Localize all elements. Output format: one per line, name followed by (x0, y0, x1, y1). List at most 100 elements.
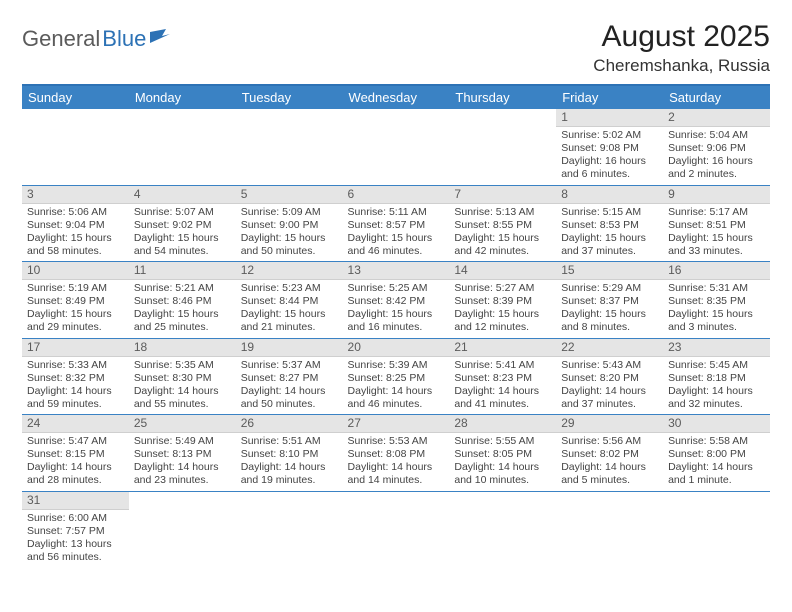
calendar-day: 12Sunrise: 5:23 AMSunset: 8:44 PMDayligh… (236, 262, 343, 339)
day-number: 26 (236, 415, 343, 433)
sunset-line: Sunset: 8:42 PM (348, 295, 445, 308)
calendar-day: 11Sunrise: 5:21 AMSunset: 8:46 PMDayligh… (129, 262, 236, 339)
daylight-line: Daylight: 14 hours and 23 minutes. (134, 461, 231, 487)
calendar-empty (663, 491, 770, 567)
sunset-line: Sunset: 9:04 PM (27, 219, 124, 232)
sunrise-line: Sunrise: 5:55 AM (454, 435, 551, 448)
day-number: 14 (449, 262, 556, 280)
day-details: Sunrise: 5:41 AMSunset: 8:23 PMDaylight:… (449, 357, 556, 415)
calendar-day: 15Sunrise: 5:29 AMSunset: 8:37 PMDayligh… (556, 262, 663, 339)
calendar-day: 21Sunrise: 5:41 AMSunset: 8:23 PMDayligh… (449, 338, 556, 415)
daylight-line: Daylight: 14 hours and 59 minutes. (27, 385, 124, 411)
daylight-line: Daylight: 13 hours and 56 minutes. (27, 538, 124, 564)
calendar-day: 1Sunrise: 5:02 AMSunset: 9:08 PMDaylight… (556, 109, 663, 185)
day-details: Sunrise: 5:17 AMSunset: 8:51 PMDaylight:… (663, 204, 770, 262)
sunset-line: Sunset: 8:44 PM (241, 295, 338, 308)
daylight-line: Daylight: 14 hours and 46 minutes. (348, 385, 445, 411)
day-header: Friday (556, 85, 663, 109)
calendar-day: 27Sunrise: 5:53 AMSunset: 8:08 PMDayligh… (343, 415, 450, 492)
sunrise-line: Sunrise: 5:43 AM (561, 359, 658, 372)
sunrise-line: Sunrise: 6:00 AM (27, 512, 124, 525)
sunrise-line: Sunrise: 5:02 AM (561, 129, 658, 142)
daylight-line: Daylight: 14 hours and 37 minutes. (561, 385, 658, 411)
day-details: Sunrise: 5:31 AMSunset: 8:35 PMDaylight:… (663, 280, 770, 338)
sunset-line: Sunset: 8:20 PM (561, 372, 658, 385)
day-details: Sunrise: 5:49 AMSunset: 8:13 PMDaylight:… (129, 433, 236, 491)
sunset-line: Sunset: 8:53 PM (561, 219, 658, 232)
day-number: 28 (449, 415, 556, 433)
sunset-line: Sunset: 8:18 PM (668, 372, 765, 385)
day-details: Sunrise: 5:53 AMSunset: 8:08 PMDaylight:… (343, 433, 450, 491)
sunrise-line: Sunrise: 5:35 AM (134, 359, 231, 372)
day-number: 6 (343, 186, 450, 204)
calendar-empty (22, 109, 129, 185)
sunrise-line: Sunrise: 5:06 AM (27, 206, 124, 219)
sunset-line: Sunset: 8:27 PM (241, 372, 338, 385)
sunrise-line: Sunrise: 5:53 AM (348, 435, 445, 448)
calendar-week: 1Sunrise: 5:02 AMSunset: 9:08 PMDaylight… (22, 109, 770, 185)
calendar-empty (449, 109, 556, 185)
day-number: 27 (343, 415, 450, 433)
day-details: Sunrise: 5:07 AMSunset: 9:02 PMDaylight:… (129, 204, 236, 262)
day-number: 30 (663, 415, 770, 433)
day-details: Sunrise: 5:56 AMSunset: 8:02 PMDaylight:… (556, 433, 663, 491)
calendar-week: 31Sunrise: 6:00 AMSunset: 7:57 PMDayligh… (22, 491, 770, 567)
calendar-empty (129, 491, 236, 567)
sunset-line: Sunset: 9:08 PM (561, 142, 658, 155)
daylight-line: Daylight: 15 hours and 37 minutes. (561, 232, 658, 258)
day-number: 4 (129, 186, 236, 204)
daylight-line: Daylight: 15 hours and 42 minutes. (454, 232, 551, 258)
calendar-day: 25Sunrise: 5:49 AMSunset: 8:13 PMDayligh… (129, 415, 236, 492)
sunset-line: Sunset: 8:30 PM (134, 372, 231, 385)
day-number: 17 (22, 339, 129, 357)
sunset-line: Sunset: 8:32 PM (27, 372, 124, 385)
day-details: Sunrise: 5:58 AMSunset: 8:00 PMDaylight:… (663, 433, 770, 491)
daylight-line: Daylight: 14 hours and 41 minutes. (454, 385, 551, 411)
day-details: Sunrise: 5:19 AMSunset: 8:49 PMDaylight:… (22, 280, 129, 338)
calendar-week: 17Sunrise: 5:33 AMSunset: 8:32 PMDayligh… (22, 338, 770, 415)
sunset-line: Sunset: 8:39 PM (454, 295, 551, 308)
day-number: 22 (556, 339, 663, 357)
location: Cheremshanka, Russia (593, 56, 770, 76)
sunrise-line: Sunrise: 5:41 AM (454, 359, 551, 372)
sunrise-line: Sunrise: 5:04 AM (668, 129, 765, 142)
day-details: Sunrise: 5:25 AMSunset: 8:42 PMDaylight:… (343, 280, 450, 338)
sunrise-line: Sunrise: 5:45 AM (668, 359, 765, 372)
daylight-line: Daylight: 14 hours and 1 minute. (668, 461, 765, 487)
sunrise-line: Sunrise: 5:37 AM (241, 359, 338, 372)
logo-text-blue: Blue (102, 26, 146, 52)
day-number: 12 (236, 262, 343, 280)
day-number: 9 (663, 186, 770, 204)
daylight-line: Daylight: 15 hours and 25 minutes. (134, 308, 231, 334)
calendar-day: 26Sunrise: 5:51 AMSunset: 8:10 PMDayligh… (236, 415, 343, 492)
title-block: August 2025 Cheremshanka, Russia (593, 20, 770, 76)
day-details: Sunrise: 5:06 AMSunset: 9:04 PMDaylight:… (22, 204, 129, 262)
sunrise-line: Sunrise: 5:47 AM (27, 435, 124, 448)
day-details: Sunrise: 5:35 AMSunset: 8:30 PMDaylight:… (129, 357, 236, 415)
daylight-line: Daylight: 14 hours and 14 minutes. (348, 461, 445, 487)
calendar-week: 10Sunrise: 5:19 AMSunset: 8:49 PMDayligh… (22, 262, 770, 339)
sunrise-line: Sunrise: 5:15 AM (561, 206, 658, 219)
day-number: 18 (129, 339, 236, 357)
calendar-day: 18Sunrise: 5:35 AMSunset: 8:30 PMDayligh… (129, 338, 236, 415)
calendar-day: 2Sunrise: 5:04 AMSunset: 9:06 PMDaylight… (663, 109, 770, 185)
daylight-line: Daylight: 14 hours and 5 minutes. (561, 461, 658, 487)
calendar-day: 3Sunrise: 5:06 AMSunset: 9:04 PMDaylight… (22, 185, 129, 262)
sunset-line: Sunset: 9:02 PM (134, 219, 231, 232)
calendar-table: SundayMondayTuesdayWednesdayThursdayFrid… (22, 84, 770, 567)
day-details: Sunrise: 5:51 AMSunset: 8:10 PMDaylight:… (236, 433, 343, 491)
calendar-day: 22 Sunrise: 5:43 AMSunset: 8:20 PMDayligh… (556, 338, 663, 415)
daylight-line: Daylight: 15 hours and 8 minutes. (561, 308, 658, 334)
day-details: Sunrise: 5:39 AMSunset: 8:25 PMDaylight:… (343, 357, 450, 415)
day-header: Wednesday (343, 85, 450, 109)
calendar-empty (449, 491, 556, 567)
calendar-day: 23Sunrise: 5:45 AMSunset: 8:18 PMDayligh… (663, 338, 770, 415)
calendar-week: 3Sunrise: 5:06 AMSunset: 9:04 PMDaylight… (22, 185, 770, 262)
calendar-empty (236, 109, 343, 185)
day-details: Sunrise: 5:45 AMSunset: 8:18 PMDaylight:… (663, 357, 770, 415)
logo-text-general: General (22, 26, 100, 52)
calendar-empty (236, 491, 343, 567)
daylight-line: Daylight: 15 hours and 54 minutes. (134, 232, 231, 258)
day-number: 21 (449, 339, 556, 357)
calendar-header-row: SundayMondayTuesdayWednesdayThursdayFrid… (22, 85, 770, 109)
